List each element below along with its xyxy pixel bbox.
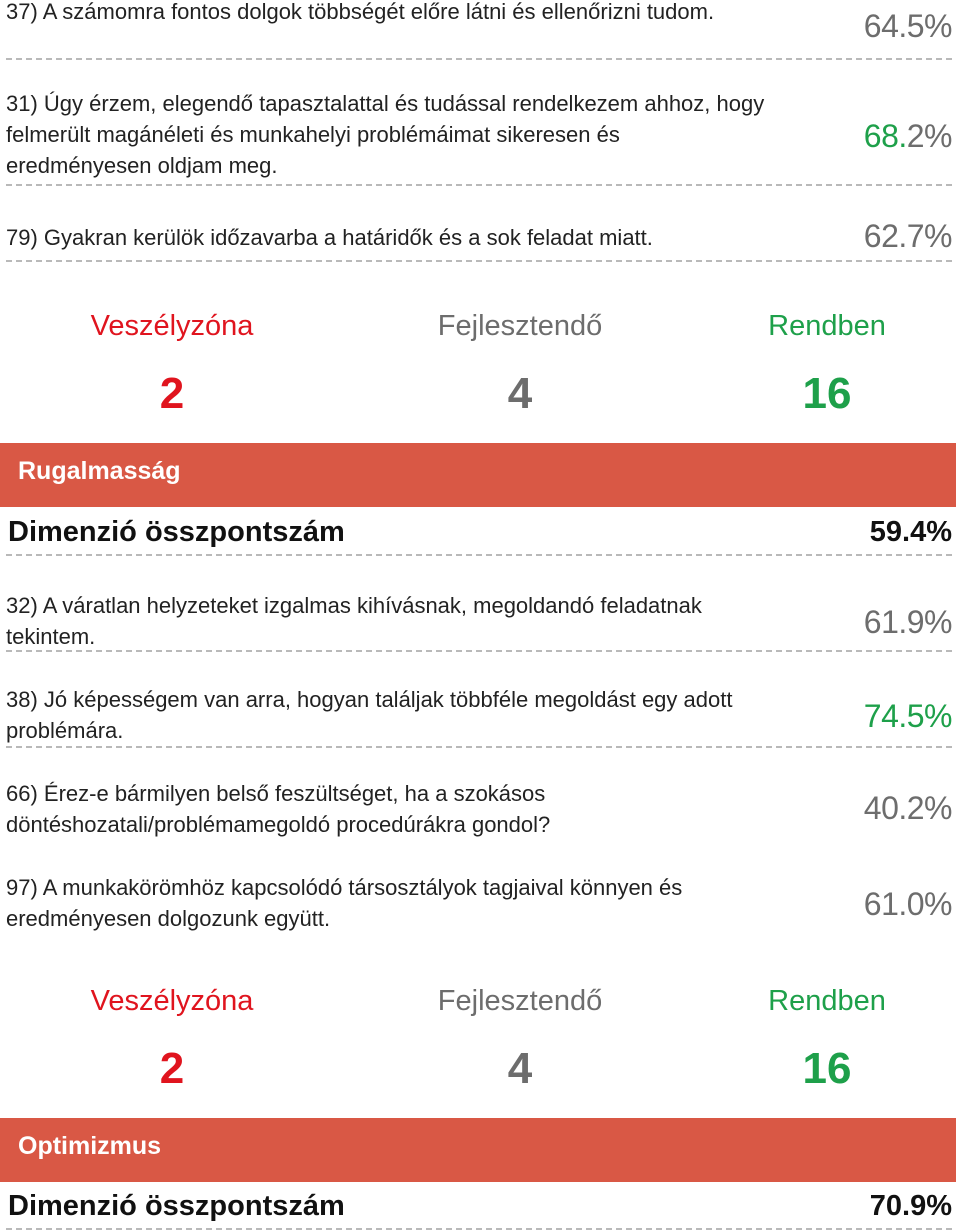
question-score: 62.7% — [863, 218, 953, 254]
question-score-tail: 5% — [906, 698, 953, 734]
dimension-total-value: 70.9% — [869, 1190, 952, 1222]
zone-develop-label: Fejlesztendő — [437, 985, 603, 1017]
question-item: 37) A számomra fontos dolgok többségét e… — [6, 0, 953, 60]
question-text: 97) A munkakörömhöz kapcsolódó társosztá… — [6, 875, 683, 931]
zone-danger-label: Veszélyzóna — [90, 985, 254, 1017]
question-score: 61.9% — [863, 604, 953, 640]
zone-danger-label: Veszélyzóna — [90, 310, 254, 342]
dimension-total: Dimenzió összpontszám 70.9% — [6, 1184, 952, 1230]
question-item: 32) A váratlan helyzeteket izgalmas kihí… — [6, 556, 953, 652]
zone-danger: Veszélyzóna 2 — [7, 308, 337, 420]
zone-develop-count: 4 — [507, 1044, 533, 1093]
section-title: Optimizmus — [18, 1132, 162, 1160]
section-title: Rugalmasság — [18, 457, 181, 485]
question-text: 66) Érez-e bármilyen belső feszültséget,… — [6, 781, 551, 837]
question-text: 37) A számomra fontos dolgok többségét e… — [6, 0, 715, 24]
dimension-total-label: Dimenzió összpontszám — [8, 516, 345, 548]
zone-danger-count: 2 — [159, 1044, 185, 1093]
zone-danger-count: 2 — [159, 369, 185, 418]
zone-danger: Veszélyzóna 2 — [7, 983, 337, 1095]
question-item: 66) Érez-e bármilyen belső feszültséget,… — [6, 748, 953, 844]
section-banner: Rugalmasság — [0, 443, 956, 507]
question-score: 74.5% — [863, 698, 953, 735]
question-text: 38) Jó képességem van arra, hogyan talál… — [6, 687, 733, 743]
dimension-total: Dimenzió összpontszám 59.4% — [6, 510, 952, 556]
question-score: 61.0% — [863, 886, 953, 922]
section-banner: Optimizmus — [0, 1118, 956, 1182]
zone-ok-count: 16 — [802, 369, 852, 418]
zone-ok-label: Rendben — [768, 985, 886, 1017]
zone-develop: Fejlesztendő 4 — [355, 983, 685, 1095]
zone-ok: Rendben 16 — [662, 983, 960, 1095]
dimension-total-value: 59.4% — [869, 516, 952, 548]
question-item: 79) Gyakran kerülök időzavarba a határid… — [6, 186, 953, 262]
question-score-head: 68. — [863, 118, 907, 154]
zone-summary: Veszélyzóna 2 Fejlesztendő 4 Rendben 16 — [0, 308, 960, 428]
zone-ok-count: 16 — [802, 1044, 852, 1093]
question-item: 97) A munkakörömhöz kapcsolódó társosztá… — [6, 844, 953, 940]
question-item: 38) Jó képességem van arra, hogyan talál… — [6, 652, 953, 748]
zone-develop-label: Fejlesztendő — [437, 310, 603, 342]
question-item: 31) Úgy érzem, elegendő tapasztalattal é… — [6, 60, 953, 186]
question-score-tail: 2% — [906, 118, 953, 154]
question-text: 31) Úgy érzem, elegendő tapasztalattal é… — [6, 91, 765, 178]
zone-ok: Rendben 16 — [662, 308, 960, 420]
question-text: 32) A váratlan helyzeteket izgalmas kihí… — [6, 593, 702, 649]
zone-develop: Fejlesztendő 4 — [355, 308, 685, 420]
question-score: 64.5% — [863, 8, 953, 44]
zone-develop-count: 4 — [507, 369, 533, 418]
question-text: 79) Gyakran kerülök időzavarba a határid… — [6, 225, 653, 250]
zone-ok-label: Rendben — [768, 310, 886, 342]
question-score-head: 74. — [863, 698, 907, 734]
question-score: 40.2% — [863, 790, 953, 826]
zone-summary: Veszélyzóna 2 Fejlesztendő 4 Rendben 16 — [0, 983, 960, 1103]
dimension-total-label: Dimenzió összpontszám — [8, 1190, 345, 1222]
question-score: 68.2% — [863, 118, 953, 155]
